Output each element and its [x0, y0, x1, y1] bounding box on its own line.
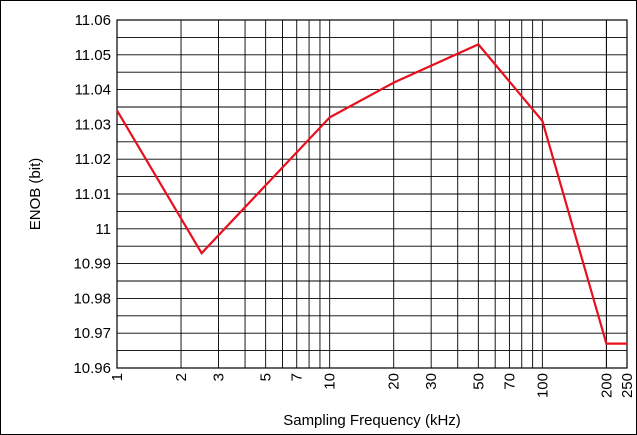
x-tick-label: 30 — [423, 373, 440, 390]
grid — [116, 19, 628, 369]
y-tick-label: 11.04 — [75, 82, 111, 99]
y-tick-label: 10.96 — [73, 360, 111, 377]
x-tick-label: 5 — [258, 373, 275, 381]
x-tick-label: 3 — [210, 373, 227, 381]
y-tick-label: 11.06 — [75, 12, 111, 29]
y-tick-label: 10.98 — [73, 290, 111, 307]
enob-series-line — [116, 43, 627, 345]
y-tick-label: 11.02 — [75, 151, 111, 168]
y-tick-labels: 10.96 10.97 10.98 10.99 11 11.01 11.02 11.03 11.… — [73, 12, 111, 377]
x-tick-label: 50 — [470, 373, 487, 390]
y-tick-label: 11 — [95, 221, 111, 238]
y-tick-label: 10.97 — [73, 325, 111, 342]
x-tick-label: 100 — [534, 373, 551, 398]
x-axis-title: Sampling Frequency (kHz) — [283, 412, 461, 429]
x-tick-label: 70 — [501, 373, 518, 390]
plot-area-border — [116, 19, 628, 369]
y-tick-label: 11.01 — [75, 186, 111, 203]
x-tick-label: 2 — [173, 373, 190, 381]
x-tick-labels: 1 2 3 5 7 10 20 30 50 70 100 200 250 — [109, 373, 636, 398]
series-layer — [116, 43, 627, 345]
x-tick-label: 250 — [619, 373, 636, 398]
x-tick-label: 200 — [598, 373, 615, 398]
x-tick-label: 10 — [322, 373, 339, 390]
y-tick-label: 11.05 — [75, 47, 111, 64]
y-tick-label: 10.99 — [73, 256, 111, 273]
x-tick-label: 20 — [386, 373, 403, 390]
x-tick-label: 1 — [109, 373, 126, 381]
y-axis-title: ENOB (bit) — [27, 158, 44, 231]
x-tick-label: 7 — [289, 373, 306, 381]
y-tick-label: 11.03 — [75, 116, 111, 133]
